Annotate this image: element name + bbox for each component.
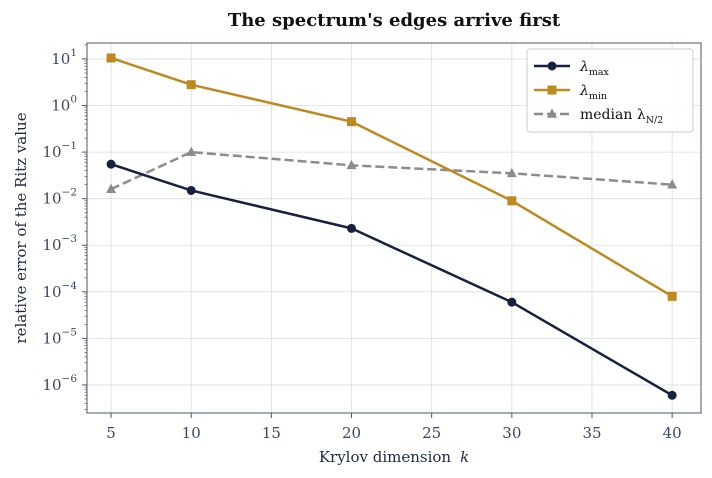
y-tick-base: 10 <box>51 50 70 68</box>
x-tick-label: 10 <box>182 424 201 442</box>
series-N2 <box>106 146 678 193</box>
data-point <box>347 117 357 127</box>
y-tick-label: 10−2 <box>42 187 77 208</box>
y-tick-exponent: −2 <box>62 187 77 199</box>
data-point <box>506 167 517 178</box>
data-point <box>667 390 677 400</box>
x-tick-label: 25 <box>422 424 441 442</box>
y-tick-base: 10 <box>42 143 61 161</box>
y-tick-exponent: 0 <box>70 94 77 106</box>
legend-label-name: λ <box>579 83 589 99</box>
legend-label-name: λ <box>579 59 589 75</box>
data-point <box>106 183 117 193</box>
y-tick-label: 10−4 <box>42 280 77 301</box>
legend-box <box>526 48 694 133</box>
legend-marker <box>547 85 557 95</box>
x-axis-label-symbol: k <box>460 448 469 466</box>
legend-marker <box>547 61 557 71</box>
series-max <box>106 159 677 400</box>
series-min <box>106 53 677 301</box>
legend-label-subscript: max <box>589 67 610 78</box>
y-tick-base: 10 <box>42 376 61 394</box>
data-point <box>186 146 197 156</box>
legend-label-name: median λ <box>580 107 646 123</box>
x-axis-ticks: 5 10 15 20 25 30 35 40 <box>106 413 682 442</box>
legend-marker <box>547 108 557 118</box>
y-tick-exponent: −5 <box>62 326 77 338</box>
x-axis-label-text: Krylov dimension <box>319 448 452 466</box>
legend-label: λmax <box>579 59 610 78</box>
y-tick-base: 10 <box>42 283 61 301</box>
x-axis-label: Krylov dimension k <box>319 448 469 466</box>
legend-item: λmin <box>534 83 607 102</box>
y-tick-exponent: −6 <box>62 373 78 385</box>
data-point <box>347 223 357 233</box>
y-tick-label: 10−1 <box>42 140 77 161</box>
y-tick-label: 10−6 <box>42 373 77 394</box>
x-tick-label: 30 <box>502 424 521 442</box>
legend-label-subscript: min <box>589 91 607 102</box>
data-point <box>667 179 678 189</box>
y-tick-label: 10−5 <box>42 326 77 347</box>
legend-item: median λN/2 <box>534 107 663 126</box>
y-tick-exponent: 1 <box>70 47 77 59</box>
x-tick-label: 35 <box>582 424 601 442</box>
data-point <box>507 297 517 307</box>
x-tick-label: 20 <box>342 424 361 442</box>
chart-title: The spectrum's edges arrive first <box>228 10 561 31</box>
data-point <box>667 291 677 301</box>
y-tick-base: 10 <box>42 329 61 347</box>
series-layer <box>106 53 678 400</box>
x-tick-label: 40 <box>663 424 682 442</box>
legend-label: λmin <box>579 83 607 102</box>
legend-label: median λN/2 <box>580 107 663 126</box>
data-point <box>106 53 116 63</box>
y-tick-base: 10 <box>51 97 70 115</box>
y-tick-exponent: −4 <box>62 280 78 292</box>
y-tick-label: 100 <box>51 94 77 115</box>
data-point <box>186 80 196 90</box>
legend-item: λmax <box>534 59 610 78</box>
y-axis-label: relative error of the Ritz value <box>12 112 30 343</box>
y-tick-exponent: −3 <box>62 233 77 245</box>
data-point <box>106 159 116 169</box>
y-tick-exponent: −1 <box>62 140 77 152</box>
y-tick-label: 101 <box>51 47 77 68</box>
x-tick-label: 5 <box>106 424 116 442</box>
y-tick-label: 10−3 <box>42 233 77 254</box>
y-tick-base: 10 <box>42 236 61 254</box>
data-point <box>507 196 517 206</box>
legend-label-subscript: N/2 <box>646 115 664 126</box>
data-point <box>346 159 357 170</box>
data-point <box>186 185 196 195</box>
y-tick-base: 10 <box>42 190 61 208</box>
x-tick-label: 15 <box>262 424 281 442</box>
plot-frame <box>86 42 702 414</box>
